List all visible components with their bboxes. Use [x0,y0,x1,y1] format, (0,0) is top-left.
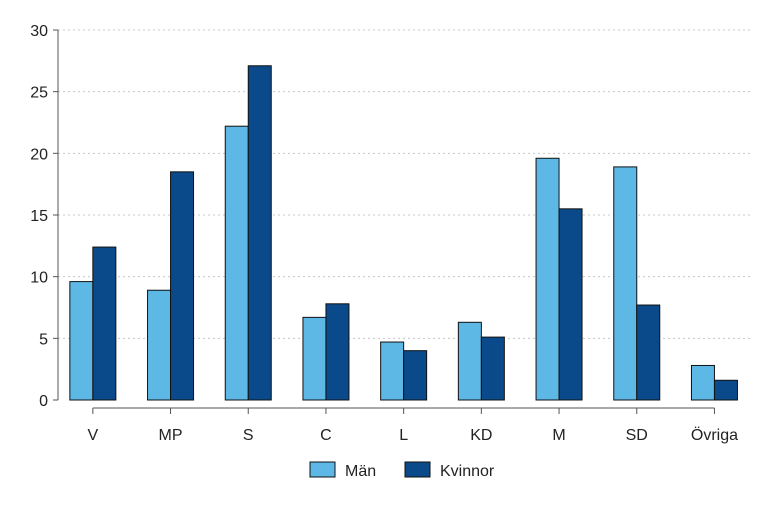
bar-kvinnor-övriga [713,379,738,401]
x-tick-label: KD [470,427,492,444]
y-tick-label: 30 [30,23,48,40]
bar-man-mp [147,289,172,401]
bar-man-övriga [690,364,715,401]
bar-man-c [302,316,327,401]
x-tick-label: SD [626,427,648,444]
y-tick-label: 20 [30,146,48,163]
bar-kvinnor-c [325,303,350,401]
bar-kvinnor-v [92,246,117,401]
x-tick-label: MP [159,427,183,444]
y-tick-label: 25 [30,85,48,102]
bar-kvinnor-l [403,350,428,401]
legend-swatch-kvinnor [404,461,431,478]
legend: Män Kvinnor [309,461,495,480]
y-tick-label: 10 [30,270,48,287]
bar-kvinnor-s [247,65,272,401]
x-tick-label: Övriga [691,426,738,444]
y-tick-label: 15 [30,208,48,225]
y-tick-label: 0 [39,393,48,410]
x-tick-label: L [399,427,408,444]
bar-man-s [224,125,249,401]
legend-swatch-man [309,461,336,478]
bar-man-kd [457,321,482,401]
bar-man-l [380,341,405,401]
x-tick-label: M [552,427,565,444]
bar-man-v [69,281,94,401]
bar-man-sd [613,166,638,401]
legend-label: Kvinnor [440,463,495,480]
y-tick-label: 5 [39,331,48,348]
x-tick-label: S [243,427,254,444]
bar-kvinnor-sd [636,304,661,401]
x-tick-label: C [320,427,332,444]
bar-kvinnor-kd [480,336,505,401]
bar-kvinnor-mp [170,171,195,401]
bar-kvinnor-m [558,208,583,401]
axes: 0 5 10 15 20 25 30 V MP S C L KD M SD Övriga [30,23,738,444]
bars [69,65,738,401]
x-tick-label: V [88,427,99,444]
legend-label: Män [345,463,376,480]
bar-man-m [535,157,560,401]
